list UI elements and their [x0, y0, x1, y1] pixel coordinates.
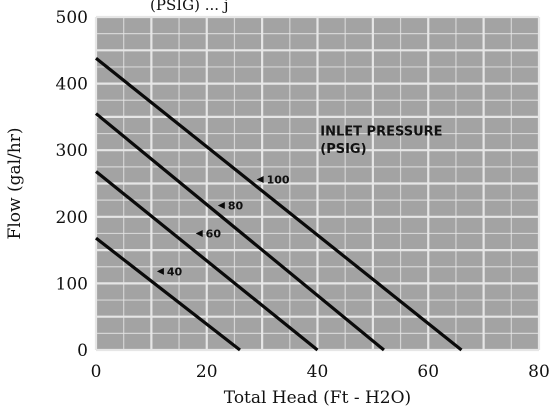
x-tick-label: 80	[528, 362, 550, 382]
grid-lines	[94, 15, 541, 352]
y-tick-label: 400	[56, 75, 88, 95]
x-tick-label: 40	[307, 362, 329, 382]
series-pointer-icon	[217, 201, 225, 209]
y-tick-labels: 0 100 200 300 400 500	[56, 8, 88, 361]
y-tick-label: 200	[56, 208, 88, 228]
series-line-60	[94, 170, 319, 352]
series-pointer-icon	[256, 176, 264, 184]
y-tick-label: 300	[56, 141, 88, 161]
series-line-100	[95, 57, 463, 352]
series-pointer-icon	[156, 267, 164, 275]
annotation-inlet-pressure: INLET PRESSURE	[320, 125, 442, 140]
series-label-40: 40	[167, 265, 183, 278]
series-pointer-icon	[195, 229, 203, 237]
series-layer	[94, 57, 463, 352]
x-axis-title: Total Head (Ft - H2O)	[224, 388, 411, 408]
series-labels: 100 80 60 40	[156, 174, 290, 278]
chart-title-fragment: (PSIG) ... j	[150, 0, 228, 14]
x-tick-label: 0	[91, 362, 102, 382]
y-tick-label: 100	[56, 274, 88, 294]
series-line-80	[94, 112, 385, 352]
series-label-80: 80	[228, 199, 244, 212]
y-axis-title: Flow (gal/hr)	[5, 128, 25, 240]
annotation-psig: (PSIG)	[320, 142, 366, 157]
series-label-100: 100	[267, 174, 290, 187]
y-tick-label: 0	[77, 341, 88, 361]
x-tick-label: 60	[417, 362, 439, 382]
x-tick-label: 20	[196, 362, 218, 382]
series-line-40	[95, 236, 241, 352]
series-label-60: 60	[206, 227, 222, 240]
y-tick-label: 500	[56, 8, 88, 28]
x-tick-labels: 0 20 40 60 80	[91, 362, 550, 382]
